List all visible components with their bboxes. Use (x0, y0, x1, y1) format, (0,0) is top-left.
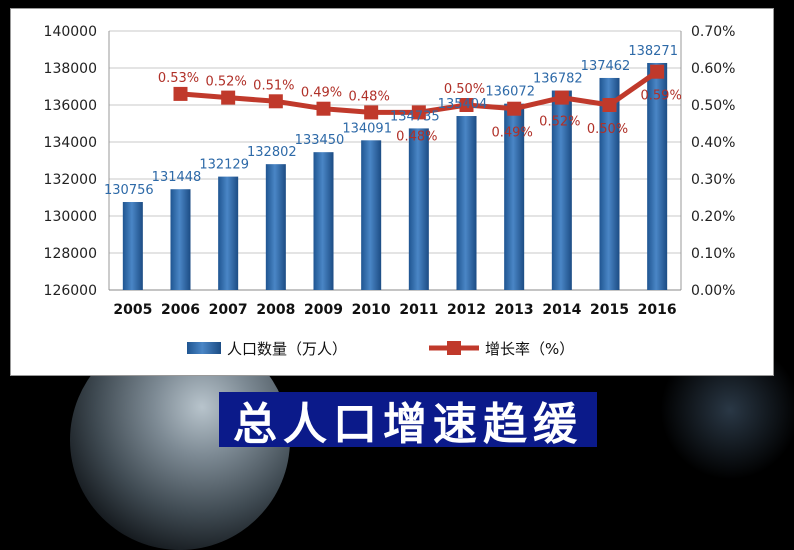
bar (647, 62, 668, 291)
left-axis-ticks: 126000 128000 130000 132000 134000 136000 1380… (44, 24, 97, 299)
bar-data-label: 132129 (199, 158, 249, 173)
rate-data-label: 0.50% (444, 82, 485, 97)
rate-marker (364, 105, 379, 120)
line-series (173, 64, 665, 120)
bar (265, 164, 286, 290)
rate-data-label: 0.51% (253, 78, 294, 93)
caption-banner: 总人口增速趋缓 (219, 392, 597, 450)
legend-bar-label: 人口数量（万人） (227, 340, 347, 358)
rate-data-label: 0.48% (349, 89, 390, 104)
x-axis-tick-label: 2009 (304, 302, 343, 318)
rate-marker (650, 64, 665, 79)
left-axis-tick-label: 132000 (44, 172, 97, 188)
left-axis-tick-label: 138000 (44, 61, 97, 77)
rate-data-label: 0.53% (158, 71, 199, 86)
x-axis-tick-label: 2008 (256, 302, 295, 318)
left-axis-tick-label: 130000 (44, 209, 97, 225)
bar-data-label: 136782 (533, 72, 583, 87)
rate-data-label: 0.59% (641, 89, 682, 104)
rate-marker (554, 90, 569, 105)
right-axis-tick-label: 0.40% (691, 135, 735, 151)
x-axis-tick-label: 2015 (590, 302, 629, 318)
x-axis-tick-label: 2014 (542, 302, 581, 318)
rate-marker (507, 101, 522, 116)
rate-data-label: 0.48% (396, 129, 437, 144)
bar (218, 176, 239, 290)
bar (551, 90, 572, 291)
population-chart: 126000 128000 130000 132000 134000 136000 1380… (44, 24, 736, 358)
x-axis-tick-label: 2007 (209, 302, 248, 318)
bar (313, 152, 334, 290)
bar (456, 116, 477, 290)
bar-series (122, 62, 668, 291)
bar-data-label: 133450 (295, 133, 345, 148)
bar-data-label: 134091 (342, 121, 392, 136)
rate-data-label: 0.50% (587, 122, 628, 137)
legend: 人口数量（万人） 增长率（%） (187, 340, 574, 358)
bar-data-label: 132802 (247, 145, 297, 160)
bar-data-label: 136072 (485, 85, 535, 100)
bar (408, 128, 429, 290)
right-axis-tick-label: 0.50% (691, 98, 735, 114)
bar-data-label: 135404 (438, 97, 488, 112)
right-axis-tick-label: 0.70% (691, 24, 735, 40)
bar-data-label: 137462 (581, 59, 631, 74)
rate-marker (221, 90, 236, 105)
x-axis-ticks: 2005 2006 2007 2008 2009 2010 2011 2012 2013 2014… (113, 302, 676, 318)
right-axis-ticks: 0.00% 0.10% 0.20% 0.30% 0.40% 0.50% 0.60% 0.70% (691, 24, 735, 299)
bar (170, 189, 191, 290)
rate-data-label: 0.52% (206, 75, 247, 90)
left-axis-tick-label: 140000 (44, 24, 97, 40)
rate-data-label: 0.49% (301, 86, 342, 101)
x-axis-tick-label: 2016 (638, 302, 677, 318)
bar (599, 77, 620, 290)
left-axis-tick-label: 128000 (44, 246, 97, 262)
bar (504, 103, 525, 290)
x-axis-tick-label: 2005 (113, 302, 152, 318)
rate-marker (268, 94, 283, 109)
rate-marker (602, 98, 617, 112)
bar-data-labels: 1307561314481321291328021334501340911347… (104, 44, 678, 198)
rate-data-labels: 0.53% 0.52% 0.51% 0.49% 0.48% 0.48% 0.50% 0.49%… (158, 71, 682, 144)
right-axis-tick-label: 0.20% (691, 209, 735, 225)
x-axis-tick-label: 2012 (447, 302, 486, 318)
legend-line-label: 增长率（%） (485, 340, 574, 358)
bar (361, 140, 382, 290)
bar-data-label: 134735 (390, 109, 440, 124)
legend-bar-swatch (187, 342, 221, 354)
x-axis-tick-label: 2011 (399, 302, 438, 318)
x-axis-tick-label: 2010 (352, 302, 391, 318)
rate-marker (316, 101, 331, 116)
left-axis-tick-label: 134000 (44, 135, 97, 151)
bar-data-label: 131448 (152, 170, 202, 185)
right-axis-tick-label: 0.00% (691, 283, 735, 299)
rate-data-label: 0.52% (539, 115, 580, 130)
right-axis-tick-label: 0.10% (691, 246, 735, 262)
right-axis-tick-label: 0.30% (691, 172, 735, 188)
caption-text: 总人口增速趋缓 (233, 398, 583, 450)
right-axis-tick-label: 0.60% (691, 61, 735, 77)
left-axis-tick-label: 136000 (44, 98, 97, 114)
x-axis-tick-label: 2006 (161, 302, 200, 318)
chart-panel: 126000 128000 130000 132000 134000 136000 1380… (10, 8, 774, 376)
x-axis-tick-label: 2013 (495, 302, 534, 318)
legend-line-marker (447, 341, 461, 355)
rate-marker (173, 86, 188, 101)
rate-marker (459, 98, 474, 112)
rate-data-label: 0.49% (492, 126, 533, 141)
rate-marker (411, 105, 426, 120)
bar-data-label: 130756 (104, 183, 154, 198)
bar-data-label: 138271 (628, 44, 678, 59)
gridlines (108, 30, 682, 291)
left-axis-tick-label: 126000 (44, 283, 97, 299)
bar (122, 202, 143, 290)
